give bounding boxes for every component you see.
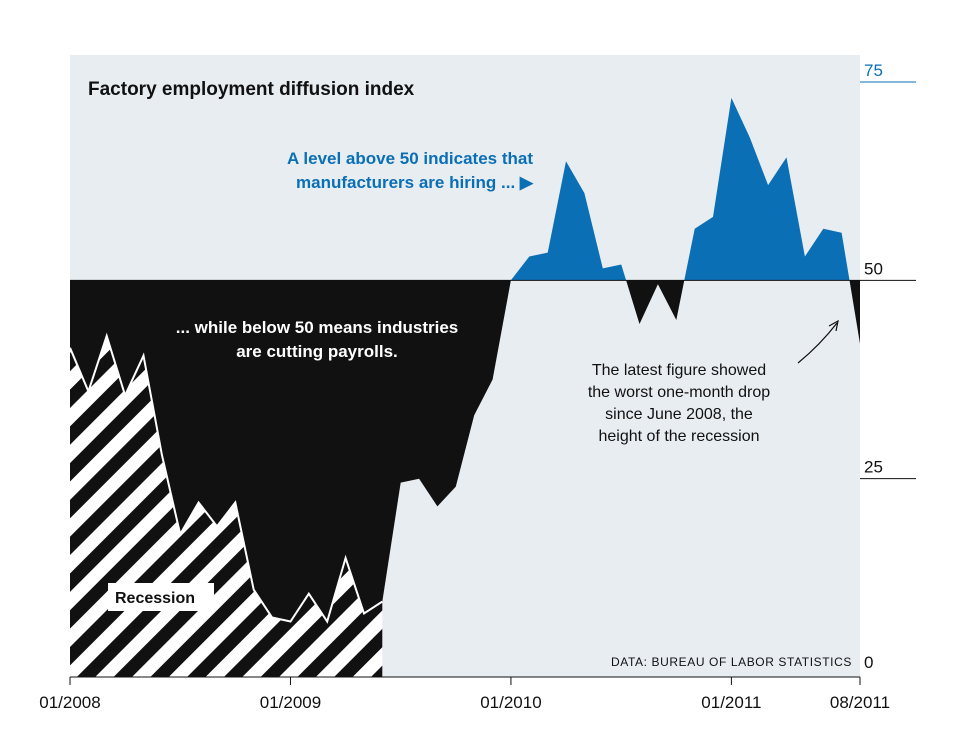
area-segment-above bbox=[510, 161, 627, 281]
x-tick-label: 01/2008 bbox=[39, 693, 100, 712]
x-tick-label: 01/2009 bbox=[260, 693, 321, 712]
x-tick-label: 01/2011 bbox=[701, 693, 761, 712]
area-segment-above bbox=[684, 97, 850, 281]
y-tick-label: 50 bbox=[864, 259, 883, 278]
y-tick-label: 75 bbox=[864, 61, 883, 80]
annotation-above-line-2: manufacturers are hiring ... ▶ bbox=[296, 173, 534, 192]
annotation-latest-line-4: height of the recession bbox=[599, 428, 760, 445]
annotation-below-line-2: are cutting payrolls. bbox=[236, 342, 398, 361]
annotation-latest-line-1: The latest figure showed bbox=[592, 362, 766, 379]
x-tick-label: 01/2010 bbox=[480, 693, 541, 712]
source-note: DATA: BUREAU OF LABOR STATISTICS bbox=[611, 655, 852, 669]
y-tick-label: 0 bbox=[864, 653, 873, 672]
below-50-area bbox=[70, 280, 860, 622]
y-axis: 75 50 25 0 bbox=[70, 61, 916, 672]
y-tick-label: 25 bbox=[864, 458, 883, 477]
chart-title: Factory employment diffusion index bbox=[88, 79, 415, 100]
x-axis: 01/2008 01/2009 01/2010 01/2011 08/2011 bbox=[39, 676, 890, 712]
area-segment-below bbox=[626, 280, 685, 324]
annotation-arrow-head bbox=[828, 319, 839, 332]
recession-label: Recession bbox=[115, 590, 195, 607]
x-tick-label: 08/2011 bbox=[830, 693, 890, 712]
recession-label-bg bbox=[108, 583, 214, 611]
annotation-latest-line-3: since June 2008, the bbox=[605, 406, 753, 423]
area-segment-below bbox=[849, 280, 860, 344]
annotation-below-line-1: ... while below 50 means industries bbox=[176, 318, 458, 337]
above-50-area bbox=[510, 97, 850, 281]
area-segment-below bbox=[70, 280, 511, 622]
annotation-above-line-1: A level above 50 indicates that bbox=[287, 149, 533, 168]
annotation-latest-line-2: the worst one-month drop bbox=[588, 384, 770, 401]
annotation-arrow bbox=[797, 322, 838, 364]
recession-outline bbox=[69, 332, 383, 624]
